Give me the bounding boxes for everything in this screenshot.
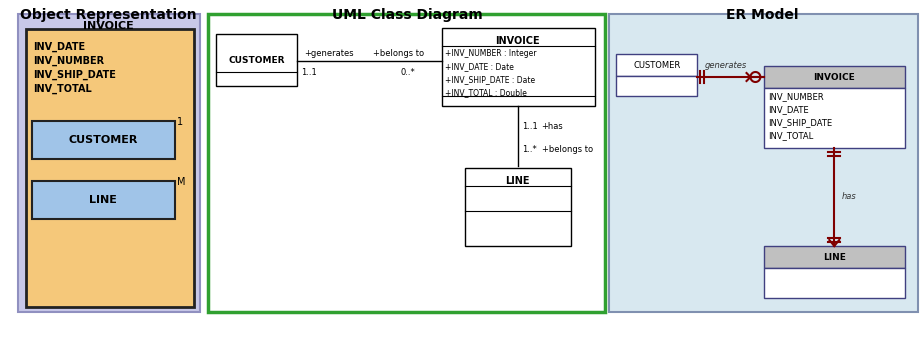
Text: INVOICE: INVOICE [495, 36, 540, 46]
Text: 1: 1 [177, 117, 183, 127]
Bar [32, 181, 175, 219]
Text: 1..1: 1..1 [522, 121, 538, 130]
Text: CUSTOMER: CUSTOMER [633, 61, 680, 69]
Bar [609, 14, 918, 312]
Text: INV_SHIP_DATE: INV_SHIP_DATE [33, 70, 116, 80]
Bar [18, 14, 200, 312]
Text: +INV_NUMBER : Integer: +INV_NUMBER : Integer [445, 49, 537, 58]
Text: +belongs to: +belongs to [372, 49, 424, 58]
Text: 1..1: 1..1 [301, 68, 317, 77]
Bar [32, 121, 175, 159]
Text: INV_NUMBER: INV_NUMBER [768, 92, 824, 101]
Text: has: has [842, 192, 857, 201]
Text: LINE: LINE [822, 252, 845, 261]
Text: generates: generates [704, 61, 747, 70]
Text: +has: +has [541, 121, 563, 130]
Text: INV_NUMBER: INV_NUMBER [33, 56, 104, 66]
Text: INVOICE: INVOICE [83, 21, 134, 31]
Text: Object Representation: Object Representation [20, 8, 197, 22]
Bar [617, 54, 697, 76]
Text: 0..*: 0..* [400, 68, 415, 77]
Text: INV_TOTAL: INV_TOTAL [33, 84, 91, 94]
Text: INV_DATE: INV_DATE [768, 105, 809, 114]
Text: LINE: LINE [505, 176, 530, 186]
Text: INV_SHIP_DATE: INV_SHIP_DATE [768, 118, 833, 127]
Text: +generates: +generates [304, 49, 353, 58]
Text: LINE: LINE [89, 195, 117, 205]
Bar [764, 268, 905, 298]
Bar [442, 28, 595, 106]
Text: +INV_TOTAL : Double: +INV_TOTAL : Double [445, 88, 526, 97]
Text: M: M [177, 177, 185, 187]
Bar [208, 14, 605, 312]
Text: UML Class Diagram: UML Class Diagram [332, 8, 483, 22]
Text: 1..*: 1..* [522, 144, 537, 153]
Text: INVOICE: INVOICE [813, 73, 855, 82]
Text: ER Model: ER Model [726, 8, 798, 22]
Text: CUSTOMER: CUSTOMER [229, 55, 285, 65]
Text: +INV_DATE : Date: +INV_DATE : Date [445, 62, 514, 71]
Bar [216, 34, 297, 86]
Text: +INV_SHIP_DATE : Date: +INV_SHIP_DATE : Date [445, 75, 535, 84]
Text: CUSTOMER: CUSTOMER [68, 135, 137, 145]
Bar [764, 88, 905, 148]
Text: INV_DATE: INV_DATE [33, 42, 85, 52]
Bar [465, 168, 571, 246]
Bar [764, 66, 905, 88]
Bar [26, 29, 194, 307]
Text: +belongs to: +belongs to [541, 144, 593, 153]
Bar [764, 246, 905, 268]
Text: INV_TOTAL: INV_TOTAL [768, 131, 813, 140]
Bar [617, 76, 697, 96]
